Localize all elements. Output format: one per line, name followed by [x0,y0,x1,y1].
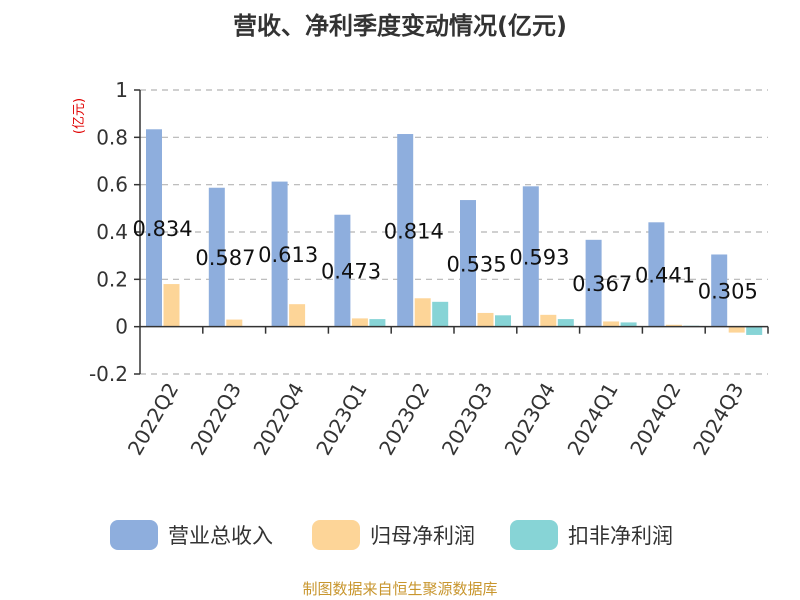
x-tick-label: 2024Q1 [562,379,622,460]
bar-2 [351,318,368,327]
y-axis-unit: (亿元) [72,98,87,134]
data-label: 0.814 [384,219,444,243]
bar-1 [334,214,351,327]
data-label: 0.441 [635,263,695,287]
x-tick-label: 2023Q1 [311,379,371,460]
grid-lines [140,89,768,375]
bar-2 [477,312,494,327]
bar-2 [414,298,431,327]
y-tick-label: 0.4 [96,220,128,244]
bar-3 [557,319,574,327]
y-tick-labels: -0.2 0 0.2 0.4 0.6 0.8 1 [89,78,128,386]
y-tick-label: -0.2 [89,362,128,386]
bar-2 [540,314,557,327]
data-label: 0.834 [133,217,193,241]
bar-1 [585,239,602,327]
y-tick-label: 0.8 [96,125,128,149]
x-tick-label: 2023Q4 [500,379,560,460]
bar-2 [289,304,306,327]
data-label: 0.587 [195,246,255,270]
bar-3 [432,301,449,327]
bar-1 [711,254,728,327]
x-tick-label: 2022Q3 [186,379,246,460]
bar-1 [146,129,162,327]
x-tick-label: 2022Q2 [123,379,183,460]
data-label: 0.305 [698,280,758,304]
legend-label: 营业总收入 [168,524,273,548]
x-tick-label: 2024Q3 [688,379,748,460]
bar-3 [746,326,763,335]
legend-label: 扣非净利润 [568,524,673,548]
data-label: 0.613 [258,243,318,267]
bar-1 [522,186,539,327]
y-tick-label: 0.6 [96,173,128,197]
bar-1 [271,181,288,327]
x-tick-label: 2023Q3 [437,379,497,460]
data-label: 0.593 [509,245,569,269]
bar-3 [620,322,637,327]
y-tick-label: 0.2 [96,267,128,291]
bar-1 [648,222,665,327]
y-tick-label: 0 [115,315,128,339]
legend-swatch [510,520,558,550]
data-label: 0.535 [447,252,507,276]
bar-1 [208,187,225,327]
bar-2 [226,319,243,327]
bars [146,129,763,335]
x-tick-labels: 2022Q2 2022Q3 2022Q4 2023Q1 2023Q2 2023Q3 2023… [123,379,749,460]
legend-swatch [110,520,158,550]
bar-3 [369,319,386,327]
legend-swatch [312,520,360,550]
source-note: 制图数据来自恒生聚源数据库 [302,580,497,598]
bar-2 [603,321,620,327]
bar-2 [163,284,180,327]
bar-3 [495,315,511,327]
legend: 营业总收入 归母净利润 扣非净利润 [110,520,673,550]
axes [134,89,769,375]
legend-label: 归母净利润 [370,524,475,548]
bar-2 [728,326,745,333]
chart-title: 营收、净利季度变动情况(亿元) [233,12,567,40]
data-label: 0.367 [572,272,632,296]
x-tick-label: 2022Q4 [248,379,308,460]
bar-2 [665,324,682,327]
bar-1 [397,134,414,327]
x-tick-label: 2023Q2 [374,379,434,460]
x-tick-label: 2024Q2 [625,379,685,460]
y-tick-label: 1 [115,78,128,102]
data-label: 0.473 [321,260,381,284]
bar-1 [460,200,476,327]
